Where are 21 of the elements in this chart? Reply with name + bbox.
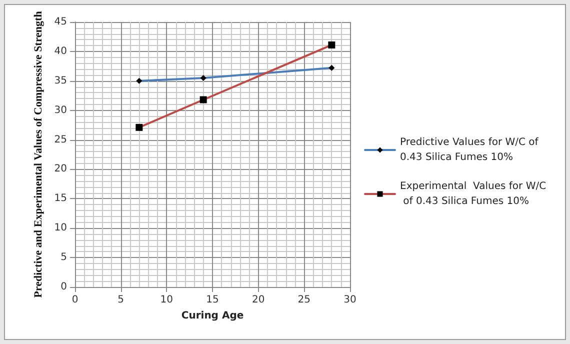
y-tick-label: 30 [54, 104, 67, 116]
legend-label: Predictive Values for W/C of 0.43 Silica Fumes 10% [400, 137, 542, 163]
y-tick-label: 0 [60, 282, 67, 292]
y-tick-label: 10 [54, 222, 67, 234]
y-tick-label: 25 [54, 134, 67, 146]
y-tick-label: 35 [54, 75, 67, 86]
y-tick-label: 15 [54, 193, 67, 204]
x-tick-label: 0 [72, 294, 78, 306]
x-tick-label: 20 [252, 294, 265, 306]
y-tick-label: 20 [54, 164, 67, 175]
x-axis-title: Curing Age [181, 310, 244, 322]
y-axis-title: Predictive and Experimental Values of Compressive Strength [32, 11, 44, 298]
x-tick-label: 30 [344, 294, 356, 306]
legend-label: Experimental Values for W/C of 0.43 Silica Fumes 10% [400, 181, 546, 207]
x-tick-label: 5 [118, 294, 124, 306]
y-tick-label: 45 [54, 16, 67, 28]
x-tick-label: 25 [298, 294, 311, 306]
x-tick-label: 10 [160, 294, 174, 306]
y-tick-label: 40 [54, 46, 67, 57]
x-tick-label: 15 [206, 294, 219, 306]
y-tick-label: 5 [60, 252, 67, 264]
